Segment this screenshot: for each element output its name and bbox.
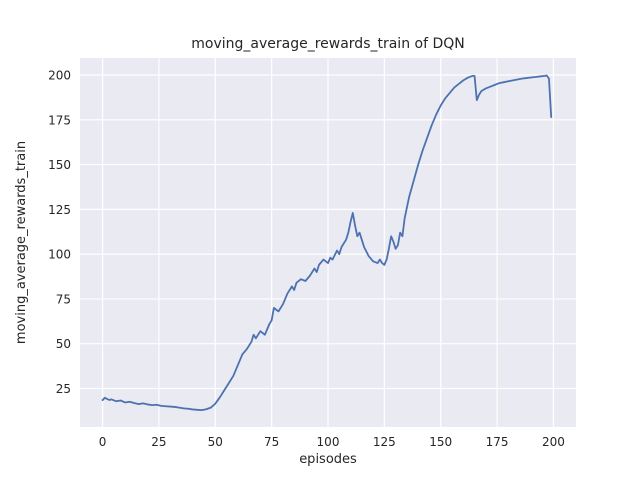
reward-line [101, 74, 553, 412]
y-tick-label: 125 [48, 203, 71, 217]
x-tick-label: 150 [429, 435, 452, 449]
x-tick-label: 200 [542, 435, 565, 449]
x-tick-label: 100 [317, 435, 340, 449]
line-series [101, 74, 553, 412]
y-axis-tick-labels: 25 50 75 100 125 150 175 200 [48, 69, 71, 396]
y-tick-label: 100 [48, 248, 71, 262]
y-tick-label: 200 [48, 69, 71, 83]
y-tick-label: 25 [56, 382, 71, 396]
y-tick-label: 50 [56, 337, 71, 351]
y-tick-label: 150 [48, 158, 71, 172]
chart-title: moving_average_rewards_train of DQN [191, 36, 465, 52]
grid-lines [80, 58, 576, 427]
x-axis-tick-labels: 0 25 50 75 100 125 150 175 200 [99, 435, 565, 449]
x-tick-label: 50 [208, 435, 223, 449]
y-tick-label: 175 [48, 113, 71, 127]
x-axis-label: episodes [299, 452, 357, 467]
x-tick-label: 75 [264, 435, 279, 449]
y-tick-label: 75 [56, 292, 71, 306]
x-tick-label: 175 [486, 435, 509, 449]
x-tick-label: 0 [99, 435, 107, 449]
x-tick-label: 25 [151, 435, 166, 449]
y-axis-label: moving_average_rewards_train [14, 141, 29, 344]
x-tick-label: 125 [373, 435, 396, 449]
